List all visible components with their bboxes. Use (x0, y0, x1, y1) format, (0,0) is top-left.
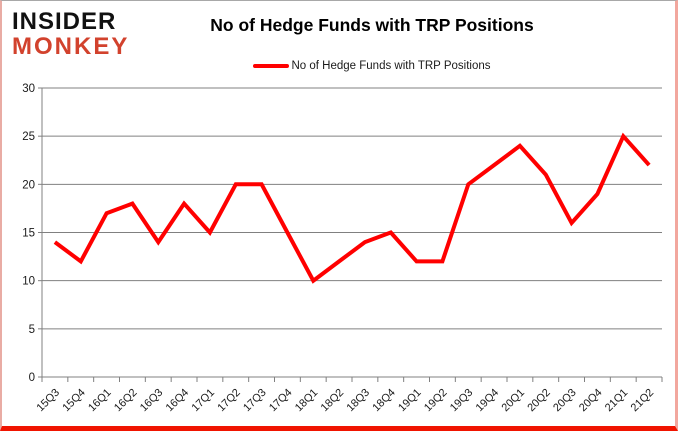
svg-text:18Q1: 18Q1 (293, 387, 321, 415)
svg-text:16Q4: 16Q4 (164, 387, 192, 415)
svg-text:15: 15 (22, 228, 35, 240)
svg-text:19Q4: 19Q4 (474, 387, 502, 415)
svg-text:16Q3: 16Q3 (138, 387, 166, 415)
legend-line-icon (253, 63, 290, 69)
svg-text:17Q2: 17Q2 (215, 387, 243, 415)
svg-text:19Q1: 19Q1 (396, 387, 424, 415)
svg-text:21Q1: 21Q1 (603, 387, 631, 415)
svg-text:18Q3: 18Q3 (345, 387, 373, 415)
legend-label: No of Hedge Funds with TRP Positions (291, 60, 491, 72)
svg-text:20Q3: 20Q3 (551, 387, 579, 415)
svg-text:10: 10 (22, 276, 35, 288)
logo-line-insider: INSIDER (12, 8, 117, 35)
svg-text:21Q2: 21Q2 (629, 387, 657, 415)
svg-text:17Q4: 17Q4 (267, 387, 295, 415)
svg-text:20Q1: 20Q1 (500, 387, 528, 415)
logo-line-monkey: MONKEY (12, 33, 130, 60)
svg-text:18Q4: 18Q4 (370, 387, 398, 415)
svg-text:17Q3: 17Q3 (241, 387, 269, 415)
svg-text:19Q2: 19Q2 (422, 387, 450, 415)
svg-text:25: 25 (22, 131, 35, 143)
svg-text:15Q4: 15Q4 (60, 387, 88, 415)
svg-text:20: 20 (22, 179, 35, 191)
svg-text:0: 0 (29, 372, 35, 384)
svg-text:19Q3: 19Q3 (448, 387, 476, 415)
chart-title: No of Hedge Funds with TRP Positions (210, 15, 534, 35)
legend: No of Hedge Funds with TRP Positions (152, 60, 592, 72)
svg-text:15Q3: 15Q3 (35, 387, 63, 415)
svg-text:20Q2: 20Q2 (525, 387, 553, 415)
svg-text:17Q1: 17Q1 (190, 387, 218, 415)
svg-text:30: 30 (22, 83, 35, 95)
insider-monkey-logo: INSIDER MONKEY (12, 9, 129, 59)
svg-text:16Q1: 16Q1 (86, 387, 114, 415)
svg-text:5: 5 (29, 324, 35, 336)
svg-text:18Q2: 18Q2 (319, 387, 347, 415)
svg-text:16Q2: 16Q2 (112, 387, 140, 415)
svg-text:20Q4: 20Q4 (577, 387, 605, 415)
